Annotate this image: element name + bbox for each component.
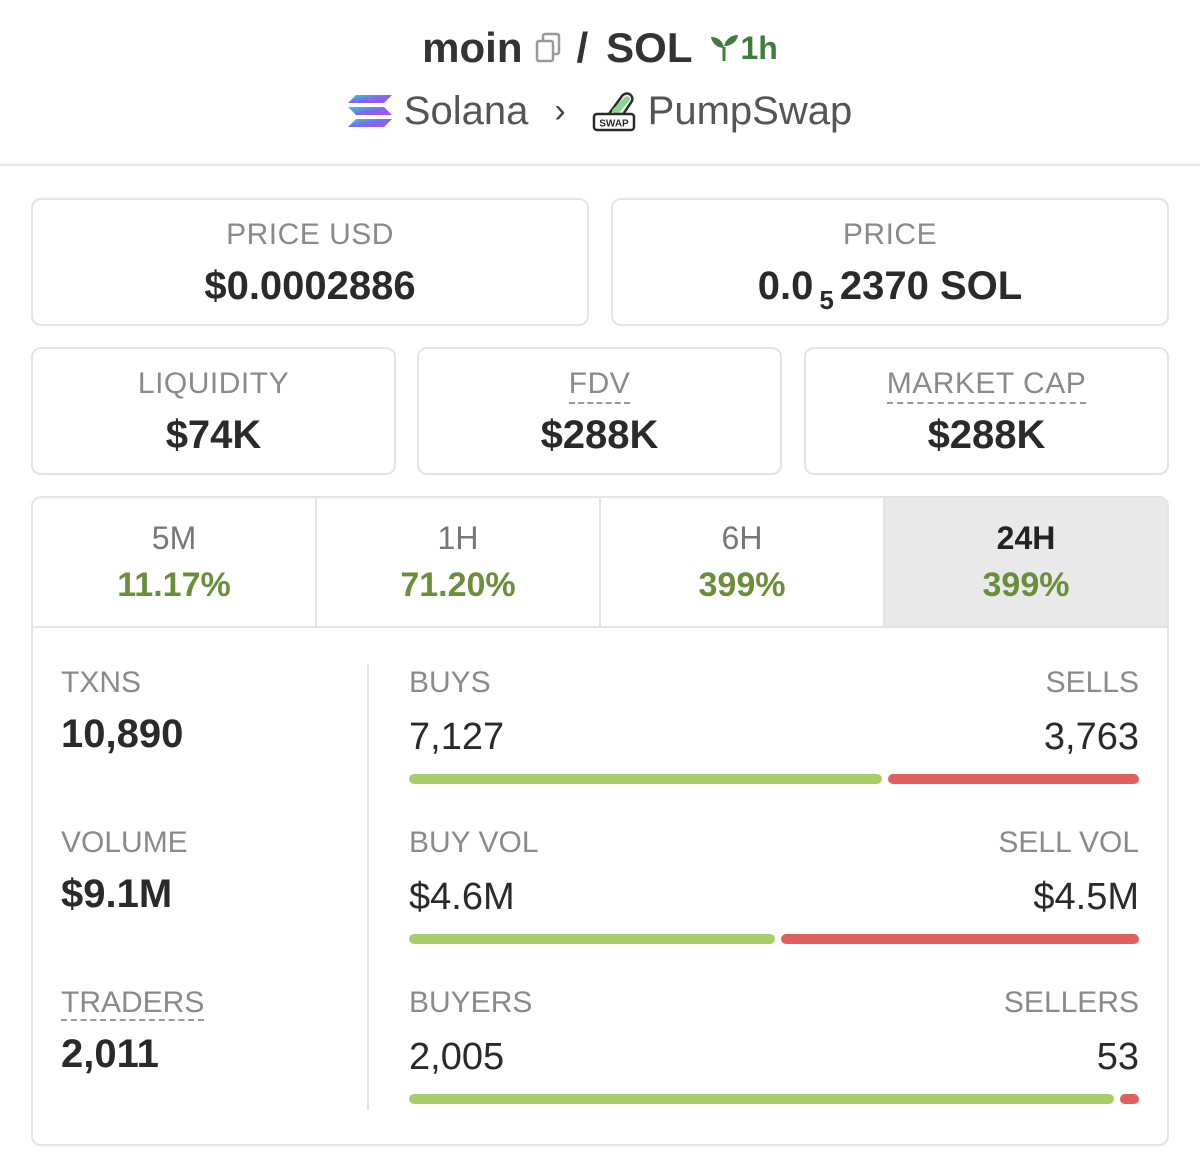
sells-value: 3,763 — [1043, 716, 1139, 758]
pumpswap-icon: SWAP — [592, 88, 638, 134]
column-divider — [367, 664, 369, 1110]
traders-label-wrap[interactable]: TRADERS — [61, 986, 205, 1021]
market-cap-label-wrap[interactable]: MARKET CAP — [806, 367, 1167, 404]
sprout-icon — [709, 33, 739, 63]
buys-label: BUYS — [409, 666, 491, 699]
price-native-card: PRICE 0.0 5 2370 SOL — [611, 198, 1169, 326]
tab-1h-change: 71.20% — [400, 566, 516, 604]
market-cap-card: MARKET CAP $288K — [804, 347, 1169, 475]
traders-stat: TRADERS 2,011 — [61, 986, 205, 1077]
market-cap-value: $288K — [927, 413, 1046, 457]
tab-5m[interactable]: 5M 11.17% — [33, 498, 317, 626]
pair-separator: / — [576, 24, 589, 71]
fdv-card: FDV $288K — [417, 347, 782, 475]
buyers-sellers-row: BUYERS SELLERS 2,005 53 — [409, 986, 1139, 1126]
tab-6h-change: 399% — [698, 566, 786, 604]
sellers-bar-segment — [1120, 1094, 1139, 1104]
price-native-zero-count: 5 — [819, 285, 834, 315]
price-usd-label: PRICE USD — [226, 218, 394, 251]
volume-label: VOLUME — [61, 826, 188, 859]
chain-dex-breadcrumb: Solana › SWAP PumpSwap — [0, 88, 1200, 134]
sell-vol-label: SELL VOL — [998, 826, 1139, 859]
tab-24h-label: 24H — [996, 520, 1056, 556]
timeframe-tabs: 5M 11.17% 1H 71.20% 6H 399% 24H 399% — [33, 498, 1167, 628]
buy-vol-bar-segment — [409, 934, 775, 944]
pair-header: moin / SOL 1h — [0, 0, 1200, 166]
tab-1h-label: 1H — [437, 520, 479, 556]
volume-stat: VOLUME $9.1M — [61, 826, 188, 917]
sells-bar-segment — [888, 774, 1139, 784]
buys-sells-bar — [409, 774, 1139, 784]
sells-label: SELLS — [1045, 666, 1139, 699]
price-native-suffix: 2370 SOL — [839, 264, 1023, 308]
buys-bar-segment — [409, 774, 882, 784]
buy-vol-value: $4.6M — [409, 876, 515, 918]
fdv-label[interactable]: FDV — [568, 367, 631, 404]
sellers-label: SELLERS — [1003, 986, 1139, 1019]
tab-6h-label: 6H — [721, 520, 763, 556]
price-native-value: 0.0 5 2370 SOL — [613, 264, 1167, 315]
totals-column: TXNS 10,890 VOLUME $9.1M TRADERS 2,011 — [33, 628, 368, 1108]
tab-24h-change: 399% — [982, 566, 1070, 604]
liquidity-label: LIQUIDITY — [137, 367, 290, 400]
tab-1h[interactable]: 1H 71.20% — [317, 498, 601, 626]
buyers-bar-segment — [409, 1094, 1114, 1104]
buyers-value: 2,005 — [409, 1036, 505, 1078]
chain-name[interactable]: Solana — [403, 88, 529, 133]
tab-5m-change: 11.17% — [117, 566, 231, 604]
txns-stat: TXNS 10,890 — [61, 666, 183, 757]
fdv-value: $288K — [540, 413, 659, 457]
price-usd-value: $0.0002886 — [204, 264, 416, 308]
volume-value: $9.1M — [61, 872, 173, 916]
traders-label[interactable]: TRADERS — [61, 986, 205, 1021]
buys-sells-row: BUYS SELLS 7,127 3,763 — [409, 666, 1139, 806]
tab-24h[interactable]: 24H 399% — [885, 498, 1167, 626]
traders-value: 2,011 — [61, 1032, 159, 1076]
pair-age: 1h — [740, 29, 778, 66]
liquidity-card: LIQUIDITY $74K — [31, 347, 396, 475]
trading-stats-panel: 5M 11.17% 1H 71.20% 6H 399% 24H 399% TXN… — [31, 496, 1169, 1146]
pair-title-row: moin / SOL 1h — [0, 24, 1200, 72]
sell-vol-bar-segment — [781, 934, 1139, 944]
chevron-right-icon: › — [554, 91, 566, 130]
dex-name[interactable]: PumpSwap — [647, 88, 853, 133]
sellers-value: 53 — [1096, 1036, 1139, 1078]
base-token-symbol: moin — [422, 24, 523, 71]
buy-vol-label: BUY VOL — [409, 826, 539, 859]
buyers-label: BUYERS — [409, 986, 533, 1019]
solana-icon — [347, 93, 392, 129]
price-native-label: PRICE — [842, 218, 938, 251]
liquidity-value: $74K — [165, 413, 262, 457]
price-native-prefix: 0.0 — [757, 264, 814, 308]
quote-token-symbol: SOL — [606, 24, 693, 71]
buyers-sellers-bar — [409, 1094, 1139, 1104]
sell-vol-value: $4.5M — [1033, 876, 1139, 918]
fdv-label-wrap[interactable]: FDV — [419, 367, 780, 404]
dex-badge-text: SWAP — [599, 119, 629, 130]
price-usd-card: PRICE USD $0.0002886 — [31, 198, 589, 326]
copy-icon[interactable] — [534, 32, 562, 64]
buy-sell-volume-bar — [409, 934, 1139, 944]
buy-sell-volume-row: BUY VOL SELL VOL $4.6M $4.5M — [409, 826, 1139, 966]
txns-label: TXNS — [61, 666, 142, 699]
tab-5m-label: 5M — [151, 520, 197, 556]
buys-value: 7,127 — [409, 716, 505, 758]
txns-value: 10,890 — [61, 712, 184, 756]
tab-6h[interactable]: 6H 399% — [601, 498, 885, 626]
market-cap-label[interactable]: MARKET CAP — [886, 367, 1087, 404]
